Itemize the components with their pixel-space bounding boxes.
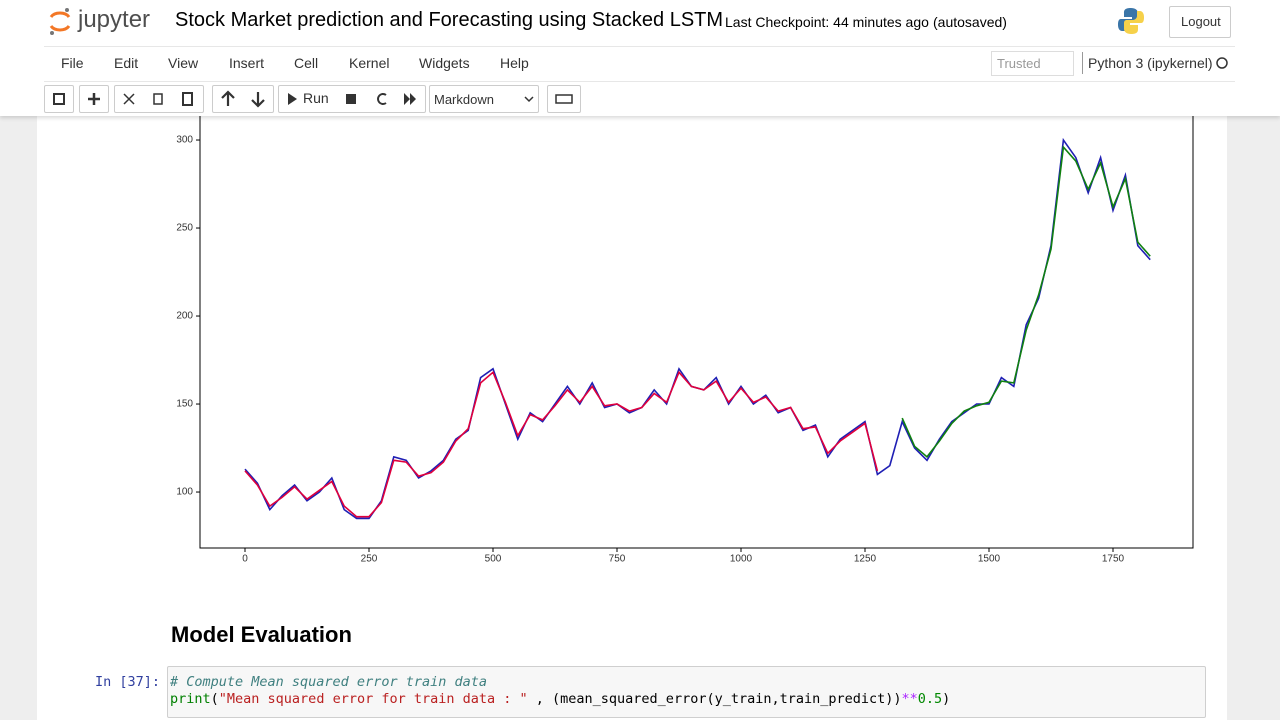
x-tick-label: 1250 (854, 554, 877, 565)
trusted[interactable]: Trusted (997, 56, 1041, 71)
code-token: 0.5 (917, 691, 943, 707)
y-tick-label: 150 (176, 399, 193, 410)
autosave: (autosaved) (933, 14, 1007, 30)
cell-prompt: In [37]: (95, 674, 161, 690)
checkpoint: Last Checkpoint: 44 minutes ago (725, 14, 929, 30)
x-tick-label: 1750 (1102, 554, 1125, 565)
axes-frame (199, 100, 1194, 549)
run-buttons[interactable] (278, 85, 426, 113)
logout-button[interactable] (1169, 6, 1231, 38)
code-token: ) (942, 691, 951, 707)
series-line (901, 145, 1151, 458)
menu-item[interactable]: Widgets (419, 55, 470, 71)
markdown-heading: Model Evaluation (171, 622, 352, 647)
x-tick-label: 1500 (978, 554, 1001, 565)
header: jupyter Stock Market prediction and Fore… (0, 0, 1280, 116)
edit-buttons[interactable] (114, 85, 204, 113)
menu-item[interactable]: View (168, 55, 199, 71)
menu-item[interactable]: Edit (114, 55, 139, 71)
kernel-name: Python 3 (ipykernel) (1088, 55, 1213, 71)
move-buttons[interactable] (212, 85, 274, 113)
menu-item[interactable]: Help (500, 55, 529, 71)
code-token: , (mean_squared_error(y_train,train_pred… (527, 691, 902, 707)
logo-text[interactable]: jupyter (78, 6, 151, 33)
keyboard-button[interactable] (547, 85, 581, 113)
run-label[interactable]: Run (303, 90, 329, 106)
code-token: print (170, 691, 211, 707)
python-logo (1118, 8, 1144, 34)
code-line: print("Mean squared error for train data… (170, 691, 950, 707)
menu-item[interactable]: Cell (294, 55, 319, 71)
code-token: ** (901, 691, 918, 707)
menu-item[interactable]: Insert (229, 55, 265, 71)
y-tick-label: 100 (176, 487, 193, 498)
jupyter-logo-icon (49, 8, 71, 35)
logout-label[interactable]: Logout (1181, 14, 1221, 29)
cell-type-select[interactable] (429, 85, 539, 113)
kernel-indicator (1216, 57, 1228, 69)
code-comment: # Compute Mean squared error train data (170, 674, 487, 690)
add-button[interactable] (79, 85, 109, 113)
x-tick-label: 0 (242, 554, 248, 565)
separator (1082, 52, 1083, 74)
chart: 100 150 200 250 300 0 250 500 750 1000 1250 1500 175… (176, 100, 1194, 565)
save-button[interactable] (44, 85, 74, 113)
notebook (37, 0, 1227, 720)
x-tick-label: 250 (361, 554, 378, 565)
x-tick-label: 750 (609, 554, 626, 565)
menu-item[interactable]: Kernel (349, 55, 390, 71)
x-tick-label: 500 (485, 554, 502, 565)
code-token: "Mean squared error for train data : " (218, 691, 528, 707)
y-tick-label: 250 (176, 223, 193, 234)
x-tick-label: 1000 (730, 554, 753, 565)
code-token: ( (210, 691, 219, 707)
menu-item[interactable]: File (61, 55, 84, 71)
notebook-title[interactable]: Stock Market prediction and Forecasting … (175, 9, 724, 31)
y-tick-label: 300 (176, 135, 193, 146)
series-line (244, 370, 879, 518)
series-line (244, 137, 1151, 520)
trusted-box[interactable] (991, 51, 1074, 76)
code-cell[interactable] (167, 666, 1206, 718)
y-tick-label: 200 (176, 311, 193, 322)
cell-type-label[interactable]: Markdown (434, 92, 494, 107)
menubar (44, 46, 1235, 82)
